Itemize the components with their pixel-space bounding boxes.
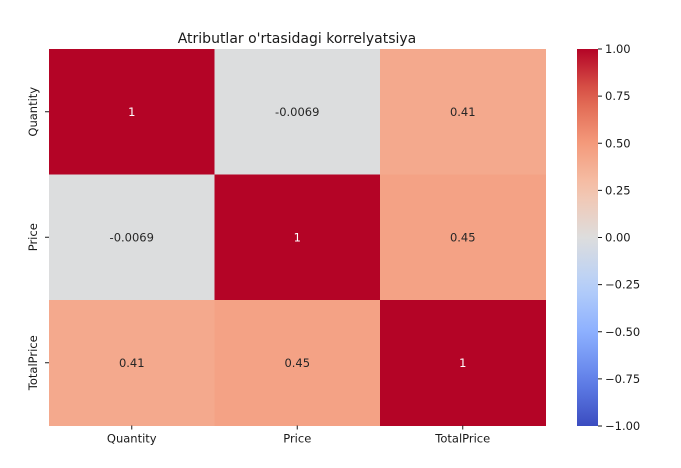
cell-annotation: 0.45 [284, 356, 310, 370]
heatmap-cell [49, 174, 215, 301]
colorbar-tick-label: −0.75 [605, 372, 640, 386]
colorbar: 1.00 0.75 0.50 0.25 0.00 −0.25 −0.50 −0.75 −1.00 [577, 42, 640, 433]
cell-annotation: 1 [294, 230, 301, 244]
x-tick-label: TotalPrice [434, 432, 490, 446]
heatmap-cell [214, 300, 381, 426]
colorbar-tick-label: 0.50 [605, 136, 631, 150]
cell-annotation: 0.45 [450, 230, 476, 244]
y-tick-label: TotalPrice [26, 335, 40, 391]
colorbar-tick-label: 0.00 [605, 231, 631, 245]
colorbar-tick-label: −0.25 [605, 278, 640, 292]
cell-annotation: -0.0069 [110, 230, 154, 244]
heatmap-cell [214, 49, 381, 175]
cell-annotation: 1 [459, 356, 466, 370]
cell-annotation: 1 [128, 105, 135, 119]
heatmap-cells: 1 -0.0069 0.41 -0.0069 1 0.45 0.41 0.45 1 [49, 49, 546, 426]
heatmap-cell [380, 49, 546, 175]
heatmap-cell [49, 300, 215, 426]
y-tick-label: Price [26, 223, 40, 251]
heatmap-cell [49, 49, 215, 175]
heatmap-cell [214, 174, 381, 301]
cell-annotation: -0.0069 [275, 105, 319, 119]
heatmap-cell [380, 174, 546, 301]
x-tick-label: Price [283, 432, 311, 446]
colorbar-tick-label: 0.75 [605, 89, 631, 103]
heatmap-cell [380, 300, 546, 426]
colorbar-tick-label: 0.25 [605, 183, 631, 197]
y-tick-labels: Quantity Price TotalPrice [26, 87, 49, 391]
colorbar-tick-label: 1.00 [605, 42, 631, 56]
colorbar-gradient [577, 49, 598, 426]
x-tick-labels: Quantity Price TotalPrice [107, 425, 490, 446]
cell-annotation: 0.41 [450, 105, 476, 119]
cell-annotation: 0.41 [119, 356, 145, 370]
colorbar-tick-label: −0.50 [605, 325, 640, 339]
chart-title: Atributlar o'rtasidagi korrelyatsiya [178, 31, 417, 47]
y-tick-label: Quantity [26, 87, 40, 137]
colorbar-tick-label: −1.00 [605, 419, 640, 433]
x-tick-label: Quantity [107, 432, 157, 446]
